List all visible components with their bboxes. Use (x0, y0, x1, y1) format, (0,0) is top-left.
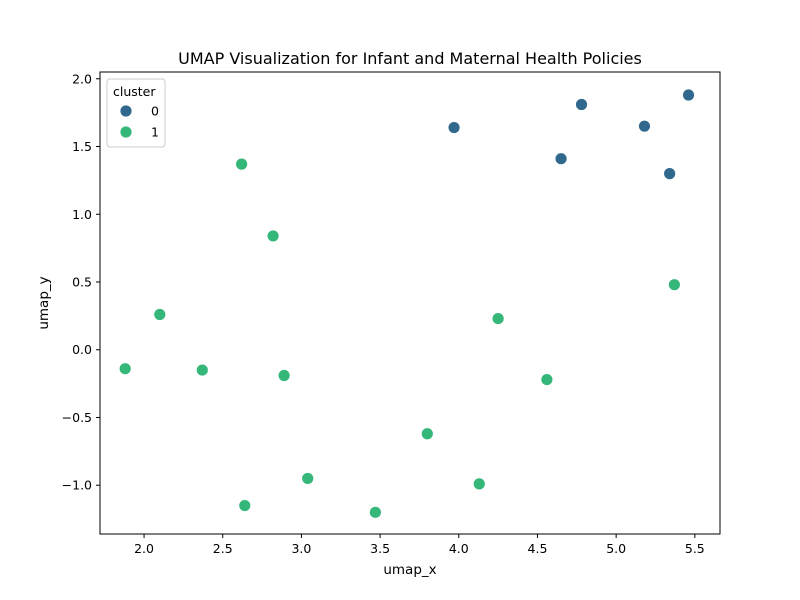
legend-label: 1 (151, 125, 159, 140)
legend-marker (119, 125, 133, 139)
y-tick-label: 0.5 (72, 275, 92, 290)
data-point-cluster-1 (195, 363, 209, 377)
data-point-cluster-1 (238, 499, 252, 512)
y-axis: −1.0 −0.5 0.0 0.5 1.0 1.5 2.0 (62, 71, 100, 493)
x-axis-title: umap_x (383, 562, 436, 578)
data-point-cluster-1 (472, 477, 486, 491)
legend-marker (119, 104, 133, 118)
data-point-cluster-1 (301, 472, 315, 485)
x-tick-label: 2.0 (134, 541, 154, 556)
legend-title: cluster (113, 84, 156, 99)
y-axis-title: umap_y (36, 276, 52, 329)
x-tick-label: 5.0 (606, 541, 626, 556)
data-point-cluster-1 (118, 362, 132, 376)
data-point-cluster-1 (540, 373, 554, 386)
legend: cluster 01 (106, 78, 166, 148)
data-point-cluster-1 (277, 369, 291, 382)
data-point-cluster-1 (235, 157, 249, 171)
x-tick-label: 5.5 (685, 541, 705, 556)
y-tick-label: −1.0 (62, 478, 92, 493)
y-tick-label: 2.0 (72, 71, 92, 86)
legend-label: 0 (151, 104, 159, 119)
x-tick-label: 2.5 (213, 541, 233, 556)
data-point-cluster-0 (663, 167, 677, 181)
data-point-cluster-1 (153, 308, 167, 321)
data-point-cluster-1 (266, 229, 280, 243)
data-point-cluster-0 (554, 152, 568, 166)
data-point-cluster-1 (667, 278, 681, 292)
data-point-cluster-0 (682, 88, 695, 102)
y-tick-label: 1.5 (72, 139, 92, 154)
data-point-cluster-1 (368, 505, 382, 519)
data-point-cluster-0 (447, 121, 461, 134)
legend-items: 01 (119, 104, 159, 140)
data-point-cluster-0 (575, 98, 588, 111)
y-tick-label: 0.0 (72, 342, 92, 357)
points-layer (118, 88, 695, 519)
y-tick-label: −0.5 (62, 410, 92, 425)
plot-frame (99, 71, 721, 535)
x-axis: 2.0 2.5 3.0 3.5 4.0 4.5 5.0 5.5 (134, 534, 705, 556)
x-tick-label: 3.5 (370, 541, 390, 556)
chart-title: UMAP Visualization for Infant and Matern… (178, 49, 642, 68)
data-point-cluster-1 (491, 312, 505, 325)
y-tick-label: 1.0 (72, 207, 92, 222)
x-tick-label: 4.0 (449, 541, 469, 556)
data-point-cluster-1 (420, 427, 434, 441)
data-point-cluster-0 (638, 119, 651, 133)
x-tick-label: 3.0 (291, 541, 311, 556)
x-tick-label: 4.5 (528, 541, 548, 556)
